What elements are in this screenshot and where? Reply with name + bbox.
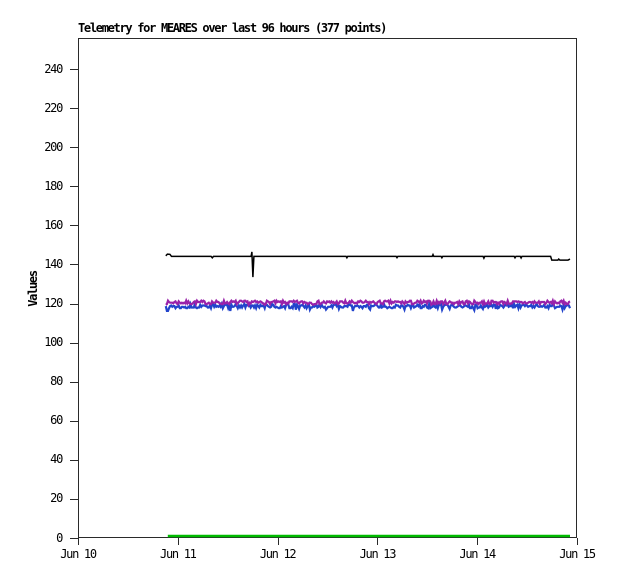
y-tick-mark: [70, 225, 78, 227]
x-tick-mark: [377, 538, 379, 545]
y-tick-mark: [70, 108, 78, 110]
x-tick-label: Jun 14: [459, 547, 496, 561]
y-tick-mark: [70, 342, 78, 344]
y-tick-mark: [70, 264, 78, 266]
y-tick-mark: [70, 186, 78, 188]
y-tick-mark: [70, 538, 78, 539]
y-tick-mark: [70, 498, 78, 500]
y-tick-mark: [70, 147, 78, 149]
y-tick-label: 100: [44, 335, 63, 350]
y-tick-label: 0: [56, 530, 63, 545]
y-tick-label: 240: [44, 61, 63, 76]
x-tick-label: Jun 13: [359, 547, 397, 561]
x-tick-mark: [177, 538, 179, 545]
y-tick-label: 80: [50, 374, 63, 389]
x-tick-mark: [577, 538, 578, 545]
y-tick-label: 120: [44, 296, 63, 310]
x-tick-mark: [277, 538, 279, 545]
y-tick-mark: [70, 381, 78, 383]
y-tick-label: 220: [44, 100, 63, 115]
y-tick-label: 20: [50, 491, 63, 506]
x-tick-mark: [477, 538, 479, 545]
y-tick-mark: [70, 69, 78, 70]
y-tick-label: 40: [50, 452, 63, 467]
y-tick-label: 60: [50, 413, 63, 428]
x-tick-mark: [78, 538, 79, 545]
x-tick-label: Jun 11: [160, 547, 197, 561]
y-tick-label: 200: [44, 139, 63, 154]
y-tick-mark: [70, 459, 78, 461]
y-tick-mark: [70, 303, 78, 305]
x-tick-label: Jun 12: [259, 547, 297, 561]
y-tick-label: 160: [44, 217, 63, 232]
y-tick-label: 140: [44, 256, 63, 271]
x-tick-label: Jun 10: [60, 547, 97, 561]
chart-title: Telemetry for MEARES over last 96 hours …: [78, 21, 387, 35]
y-tick-mark: [70, 420, 78, 422]
plot-area: [78, 38, 577, 538]
x-tick-label: Jun 15: [559, 547, 596, 561]
y-tick-label: 180: [44, 178, 63, 193]
